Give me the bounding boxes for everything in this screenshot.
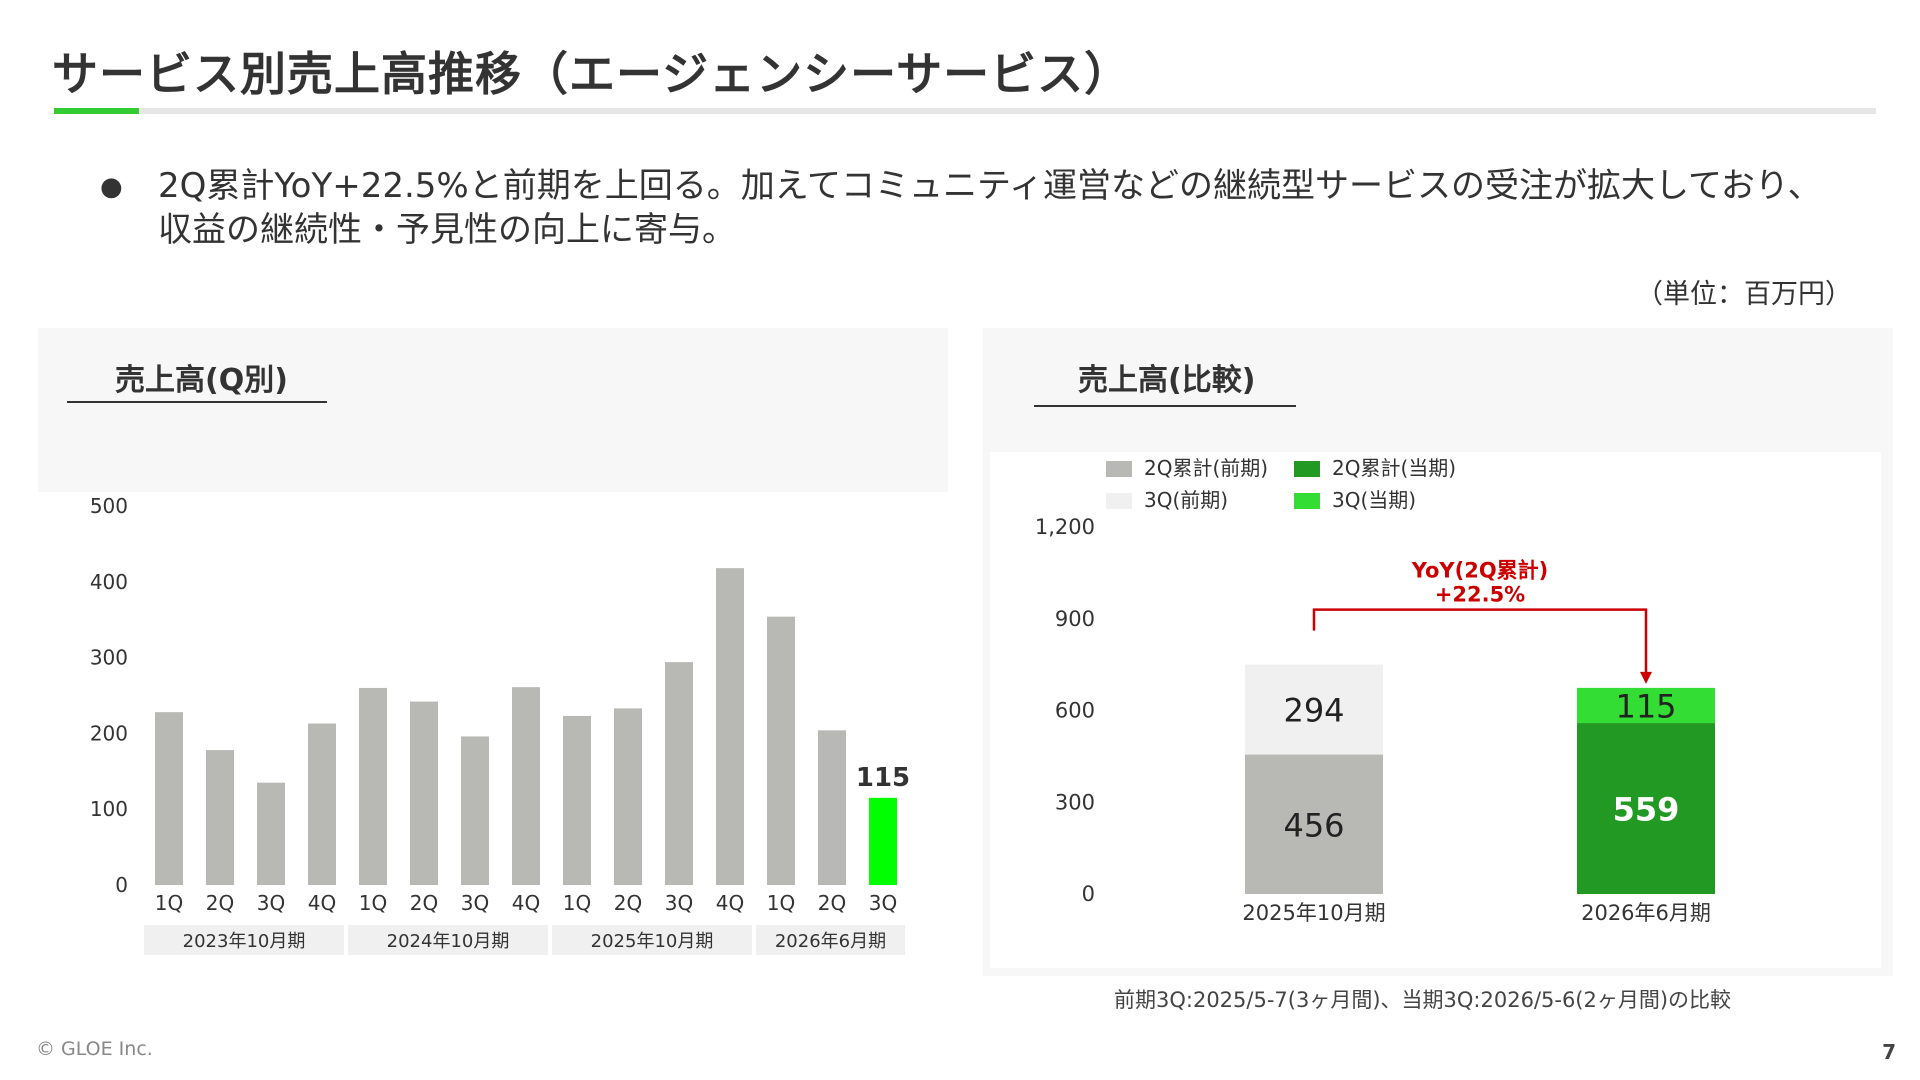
year-group-label: 2026年6月期 xyxy=(775,931,886,952)
right-chart-title: 売上高(比較) xyxy=(1078,363,1256,398)
year-group-label: 2025年10月期 xyxy=(591,931,714,952)
bar xyxy=(155,712,183,885)
right-title-underline xyxy=(1034,405,1296,407)
year-group-band xyxy=(552,925,752,955)
y-tick-label: 200 xyxy=(90,721,128,745)
legend-swatch-3q-curr xyxy=(1294,493,1320,509)
data-label: 115 xyxy=(856,763,910,793)
year-group-band xyxy=(756,925,905,955)
x-tick-label: 1Q xyxy=(563,891,591,915)
y-tick-label: 300 xyxy=(90,646,128,670)
stack-segment xyxy=(1245,754,1383,894)
stack-segment xyxy=(1245,664,1383,755)
x-tick-label: 2025年10月期 xyxy=(1242,901,1385,925)
x-tick-label: 3Q xyxy=(461,891,489,915)
bar xyxy=(461,736,489,885)
page-title: サービス別売上高推移（エージェンシーサービス） xyxy=(52,47,1132,101)
unit-label: （単位：百万円） xyxy=(1636,279,1852,310)
bar xyxy=(614,708,642,885)
bar xyxy=(716,568,744,885)
bar xyxy=(410,701,438,885)
y-tick-label: 0 xyxy=(115,873,128,897)
title-divider xyxy=(54,108,1876,114)
x-tick-label: 2Q xyxy=(206,891,234,915)
summary-text: 2Q累計YoY+22.5%と前期を上回る。加えてコミュニティ運営などの継続型サー… xyxy=(158,166,1822,250)
legend-item-2q-curr: 2Q累計(当期) xyxy=(1294,452,1456,481)
legend-item-2q-prev: 2Q累計(前期) xyxy=(1106,452,1268,481)
legend-label: 2Q累計(当期) xyxy=(1332,456,1457,480)
segment-value-label: 559 xyxy=(1613,791,1680,829)
comparison-note: 前期3Q:2025/5-7(3ヶ月間)、当期3Q:2026/5-6(2ヶ月間)の… xyxy=(1114,988,1732,1012)
yoy-bracket xyxy=(1312,608,1648,674)
bar xyxy=(308,723,336,885)
bar xyxy=(767,616,795,885)
legend-label: 3Q(当期) xyxy=(1332,488,1417,512)
legend-item-3q-curr: 3Q(当期) xyxy=(1294,484,1416,513)
legend-label: 3Q(前期) xyxy=(1144,488,1229,512)
y-tick-label: 100 xyxy=(90,797,128,821)
left-title-underline xyxy=(67,401,327,403)
y-tick-label: 600 xyxy=(1055,699,1095,723)
x-tick-label: 1Q xyxy=(155,891,183,915)
y-tick-label: 400 xyxy=(90,570,128,594)
segment-value-label: 294 xyxy=(1283,692,1344,730)
x-tick-label: 2Q xyxy=(614,891,642,915)
x-tick-label: 4Q xyxy=(308,891,336,915)
bar xyxy=(206,750,234,885)
legend-swatch-2q-curr xyxy=(1294,461,1320,477)
title-accent-bar xyxy=(54,108,139,114)
bar xyxy=(512,687,540,885)
x-tick-label: 3Q xyxy=(869,891,897,915)
stack-segment xyxy=(1577,723,1715,894)
y-tick-label: 900 xyxy=(1055,607,1095,631)
bar xyxy=(869,797,897,885)
x-tick-label: 3Q xyxy=(257,891,285,915)
stack-segment xyxy=(1577,687,1715,724)
bar xyxy=(665,662,693,885)
yoy-annotation-value: +22.5% xyxy=(1435,583,1525,607)
legend-swatch-2q-prev xyxy=(1106,461,1132,477)
year-group-band xyxy=(144,925,344,955)
x-tick-label: 1Q xyxy=(767,891,795,915)
left-chart-title: 売上高(Q別) xyxy=(115,363,288,398)
x-tick-label: 2Q xyxy=(410,891,438,915)
segment-value-label: 456 xyxy=(1283,806,1344,844)
bar xyxy=(359,687,387,885)
y-tick-label: 1,200 xyxy=(1035,515,1095,539)
x-tick-label: 4Q xyxy=(512,891,540,915)
copyright: © GLOE Inc. xyxy=(36,1038,153,1060)
bar xyxy=(818,730,846,885)
year-group-label: 2024年10月期 xyxy=(387,931,510,952)
bullet-icon: ● xyxy=(100,172,123,202)
legend-label: 2Q累計(前期) xyxy=(1144,456,1269,480)
right-panel-header xyxy=(983,328,1893,450)
x-tick-label: 3Q xyxy=(665,891,693,915)
comparison-sales-chart: 0 300 600 900 1,200 456 294 2025年10月期 559 115 2026… xyxy=(1035,515,1715,925)
legend-item-3q-prev: 3Q(前期) xyxy=(1106,484,1228,513)
x-tick-label: 2026年6月期 xyxy=(1581,901,1711,925)
x-tick-label: 2Q xyxy=(818,891,846,915)
year-group-label: 2023年10月期 xyxy=(183,931,306,952)
y-tick-label: 0 xyxy=(1082,882,1095,906)
y-tick-label: 500 xyxy=(90,494,128,518)
right-panel-body xyxy=(990,452,1881,968)
x-tick-label: 1Q xyxy=(359,891,387,915)
y-tick-label: 300 xyxy=(1055,790,1095,814)
year-group-band xyxy=(348,925,548,955)
legend-swatch-3q-prev xyxy=(1106,493,1132,509)
yoy-annotation-label: YoY(2Q累計) xyxy=(1411,559,1549,583)
x-tick-label: 4Q xyxy=(716,891,744,915)
page-number: 7 xyxy=(1882,1040,1896,1064)
left-panel-header xyxy=(38,328,948,492)
segment-value-label: 115 xyxy=(1615,687,1676,725)
bar xyxy=(563,715,591,885)
quarterly-sales-chart: 0 100 200 300 400 500 1Q 2Q 3Q 4Q 1Q 2Q 3Q 4Q 1Q 2Q 3Q 4Q… xyxy=(90,494,910,955)
yoy-arrowhead xyxy=(1640,671,1652,684)
bar xyxy=(257,782,285,885)
